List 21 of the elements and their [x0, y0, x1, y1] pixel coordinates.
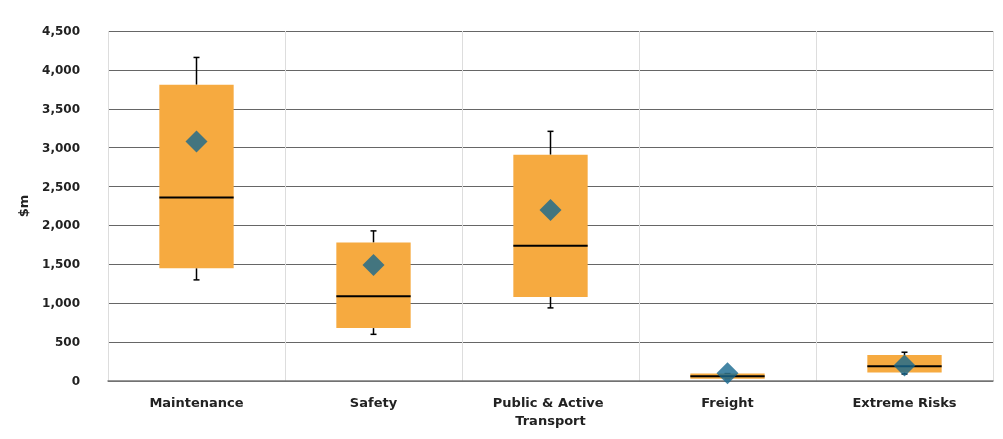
point	[362, 254, 385, 277]
point	[893, 354, 916, 377]
x-tick-label: Freight	[701, 394, 754, 410]
x-tick-label: Maintenance	[149, 394, 244, 410]
x-tick-label: Public & Active Transport	[492, 394, 609, 428]
x-tick-label: Extreme Risks	[852, 394, 957, 410]
y-tick-label: 4,500	[42, 24, 80, 38]
y-tick-label: 0	[71, 374, 80, 388]
x-tick-label: Safety	[349, 394, 398, 410]
point	[716, 362, 739, 385]
y-tick-label: 3,000	[42, 140, 80, 155]
point	[539, 198, 562, 221]
y-tick-label: 3,500	[42, 101, 80, 116]
y-tick-label: 1,000	[42, 296, 80, 311]
y-tick-label: 500	[54, 335, 80, 350]
point	[185, 130, 208, 153]
y-tick-label: 2,000	[42, 218, 80, 233]
y-tick-label: 2,500	[42, 179, 80, 194]
y-tick-label: 1,500	[42, 257, 80, 272]
y-tick-label: 4,000	[42, 62, 80, 77]
y-axis-title: $m	[16, 194, 31, 218]
